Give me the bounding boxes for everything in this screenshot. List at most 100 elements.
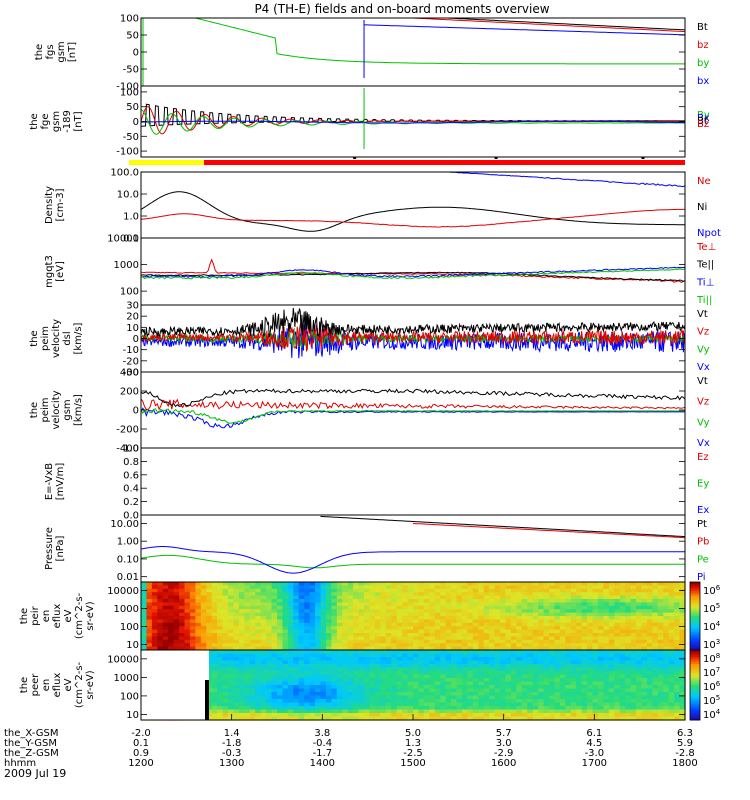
legend-entry: Vx: [697, 362, 710, 373]
data-gap-marker: [205, 680, 209, 720]
y-tick-label: 20: [126, 312, 139, 323]
colorbar-tick-label: 104: [703, 620, 721, 633]
legend-entry: Ex: [697, 505, 709, 516]
y-tick-label: -50: [123, 132, 139, 143]
x-row-label: the_X-GSM: [4, 728, 58, 739]
x-tick-label: 1800: [672, 758, 697, 769]
legend-entry: bx: [697, 76, 709, 87]
legend-entry: Vt: [697, 309, 708, 320]
legend-entry: Ni: [697, 202, 707, 213]
colorbar-tick-label: 105: [703, 602, 720, 615]
y-tick-label: -200: [116, 425, 139, 436]
y-tick-label: 10.00: [110, 519, 139, 530]
colorbar-tick-label: 108: [703, 652, 720, 665]
colorbar-tick-label: 106: [703, 680, 721, 693]
legend-entry: Vx: [697, 438, 710, 449]
y-axis-label: sr-eV): [85, 601, 96, 630]
y-tick-label: 10000: [107, 234, 139, 245]
colorbar-tick-label: 104: [703, 708, 721, 721]
y-tick-label: 10: [126, 323, 139, 334]
x-tick-label: 1500: [400, 758, 425, 769]
series-line-1: [140, 271, 686, 282]
legend-entry: Vt: [697, 376, 708, 387]
x-tick-label: -2.8: [675, 748, 695, 759]
x-tick-label: -2.9: [494, 748, 514, 759]
panel-frame: [140, 17, 686, 87]
y-axis-label: eflux: [52, 673, 63, 698]
colorbar: [689, 649, 701, 721]
y-axis-label: mgqt3: [44, 255, 55, 288]
series-line-3: [141, 268, 686, 280]
y-axis-label: gsm: [51, 111, 62, 132]
y-tick-label: 10: [126, 640, 139, 651]
y-axis-label: -189: [62, 110, 73, 133]
y-tick-label: 0.4: [123, 484, 139, 495]
legend-entry: Vz: [697, 397, 709, 408]
y-tick-label: 10.0: [117, 190, 139, 201]
x-tick-label: 0.1: [133, 738, 149, 749]
x-tick-label: 3.8: [314, 728, 330, 739]
legend-entry: Ez: [697, 452, 709, 463]
y-axis-label: [nT]: [67, 42, 78, 62]
y-axis-label: dsl: [62, 331, 73, 345]
series-line-0: [140, 258, 686, 283]
x-tick-label: 1300: [219, 758, 244, 769]
mode-marker: [494, 157, 498, 159]
y-tick-label: -400: [116, 444, 139, 455]
x-row-label: hhmm: [4, 758, 36, 769]
x-tick-label: -0.4: [313, 738, 333, 749]
y-axis-label: eV: [63, 609, 74, 622]
y-tick-label: 1000: [114, 604, 139, 615]
y-tick-label: 0: [133, 117, 139, 128]
y-tick-label: 1.0: [123, 212, 139, 223]
x-tick-label: 6.3: [677, 728, 693, 739]
mode-marker: [353, 157, 357, 159]
x-tick-label: 1400: [310, 758, 335, 769]
legend-entry: Pt: [697, 519, 707, 530]
y-tick-label: 0.1: [123, 234, 139, 245]
y-tick-label: -100: [116, 82, 139, 93]
series-line-0: [140, 191, 685, 232]
y-axis-label: (cm^2-s-: [74, 661, 85, 708]
y-tick-label: -10: [123, 345, 139, 356]
y-tick-label: 100: [120, 87, 139, 98]
y-axis-label: the: [29, 330, 40, 346]
legend-entry: Vy: [697, 344, 710, 355]
y-axis-label: [km/s]: [73, 322, 84, 354]
y-axis-label: eV: [63, 678, 74, 691]
series-line-0: [140, 407, 685, 429]
y-axis-label: the: [29, 113, 40, 129]
y-tick-label: 1000: [114, 260, 139, 271]
x-tick-label: 1.3: [405, 738, 421, 749]
x-tick-label: 3.0: [496, 738, 512, 749]
x-tick-label: 5.0: [405, 728, 421, 739]
colorbar-tick-label: 103: [703, 638, 720, 651]
y-axis-label: gsm: [62, 399, 73, 420]
y-tick-label: 0.01: [117, 572, 139, 583]
y-axis-label: the: [29, 402, 40, 418]
x-tick-label: 1700: [582, 758, 607, 769]
series-line-0: [141, 17, 685, 65]
legend-entry: Bt: [697, 116, 708, 127]
y-axis-label: [nPa]: [55, 535, 66, 561]
panel-frame: [140, 171, 686, 239]
y-axis-label: Pressure: [44, 527, 55, 570]
y-tick-label: 50: [126, 31, 139, 42]
y-tick-label: 400: [120, 368, 139, 379]
x-tick-label: 4.5: [586, 738, 602, 749]
y-axis-label: eflux: [52, 604, 63, 629]
y-tick-label: 100: [120, 622, 139, 633]
x-tick-label: 1.4: [224, 728, 240, 739]
y-tick-label: -20: [123, 356, 139, 367]
y-axis-label: (cm^2-s-: [74, 592, 85, 639]
y-axis-label: the: [19, 608, 30, 624]
x-tick-label: 5.7: [496, 728, 512, 739]
legend-entry: Vz: [697, 327, 709, 338]
y-tick-label: 100.0: [110, 168, 139, 179]
colorbar-tick-label: 105: [703, 694, 720, 707]
series-line-1: [140, 408, 686, 424]
y-axis-label: velocity: [51, 390, 62, 429]
legend-entry: Pi: [697, 572, 706, 583]
series-line-0: [140, 554, 685, 569]
